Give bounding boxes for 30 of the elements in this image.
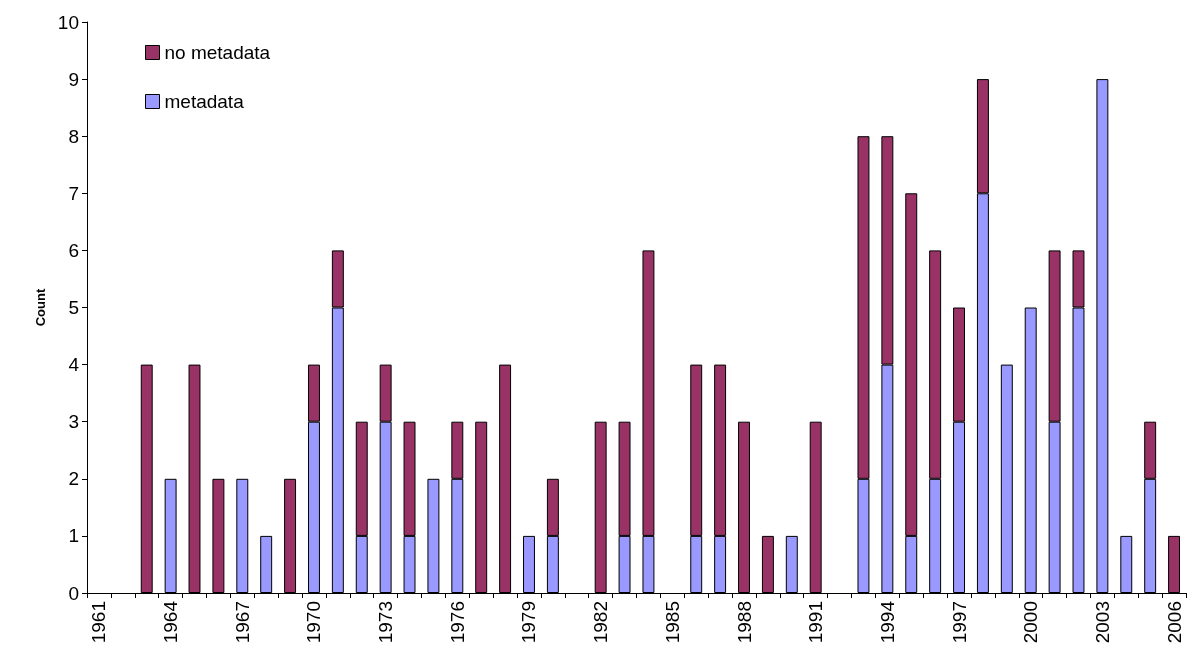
x-tick-label: 1979: [518, 601, 540, 644]
x-tick-label: 1988: [733, 601, 755, 644]
x-tick-label: 1985: [661, 601, 683, 644]
legend-label: no metadata: [164, 42, 271, 63]
y-tick-label: 8: [68, 125, 79, 147]
x-tick-label: 2006: [1163, 601, 1185, 644]
x-tick-label: 2003: [1091, 601, 1113, 644]
y-tick-label: 10: [57, 11, 79, 33]
y-tick-label: 5: [68, 297, 79, 318]
legend-label: metadata: [164, 91, 245, 112]
y-tick-label: 6: [68, 239, 79, 261]
y-axis-title: Count: [32, 288, 48, 327]
y-tick-label: 3: [68, 411, 79, 433]
x-tick-label: 1961: [88, 601, 110, 644]
y-tick-label: 1: [68, 525, 79, 547]
x-tick-label: 1982: [590, 601, 612, 644]
x-tick-label: 1991: [805, 601, 827, 644]
x-tick-label: 1964: [160, 600, 182, 644]
x-tick-label: 1967: [231, 601, 253, 644]
x-tick-label: 1970: [303, 601, 325, 644]
y-tick-label: 7: [68, 182, 79, 204]
x-tick-label: 1997: [948, 601, 970, 644]
x-tick-label: 1994: [876, 600, 898, 644]
y-tick-label: 2: [68, 468, 79, 490]
y-tick-label: 0: [68, 582, 79, 604]
x-tick-label: 1976: [446, 601, 468, 644]
y-tick-label: 9: [68, 68, 79, 90]
x-tick-label: 1973: [375, 601, 397, 644]
x-tick-label: 2000: [1020, 601, 1042, 644]
y-tick-label: 4: [68, 354, 80, 376]
